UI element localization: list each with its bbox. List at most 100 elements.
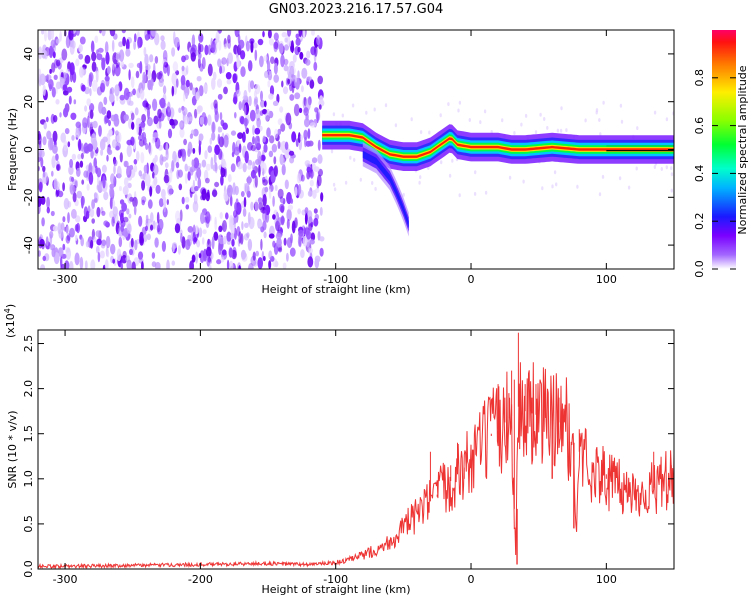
heatmap-noise-cell [598, 192, 602, 197]
heatmap-noise-cell [501, 118, 504, 123]
heatmap-noise-cell [565, 128, 568, 133]
heatmap-noise-cell [63, 140, 68, 152]
heatmap-noise-cell [55, 153, 59, 161]
heatmap-noise-cell [284, 37, 288, 43]
heatmap-noise-cell [277, 217, 283, 226]
heatmap-noise-cell [130, 237, 134, 248]
heatmap-noise-cell [46, 130, 52, 140]
heatmap-noise-cell [39, 149, 45, 158]
heatmap-noise-cell [194, 108, 198, 119]
heatmap-noise-cell [670, 166, 673, 171]
heatmap-noise-cell [249, 109, 256, 122]
heatmap-noise-cell [268, 93, 274, 100]
heatmap-noise-cell [44, 30, 47, 42]
heatmap-noise-cell [41, 217, 45, 227]
heatmap-noise-cell [243, 89, 248, 100]
heatmap-noise-cell [103, 115, 108, 125]
heatmap-noise-cell [205, 177, 210, 184]
heatmap-noise-cell [225, 212, 229, 220]
heatmap-noise-cell [277, 188, 284, 199]
heatmap-noise-cell [86, 183, 90, 191]
heatmap-noise-cell [316, 34, 321, 46]
heatmap-noise-cell [91, 51, 97, 62]
heatmap-noise-cell [313, 208, 318, 214]
heatmap-noise-cell [252, 251, 256, 261]
heatmap-noise-cell [220, 166, 226, 178]
heatmap-noise-cell [203, 248, 207, 262]
heatmap-noise-cell [104, 259, 109, 269]
heatmap-noise-cell [595, 108, 599, 113]
heatmap-noise-cell [210, 156, 214, 170]
heatmap-noise-cell [458, 100, 462, 105]
heatmap-noise-cell [232, 96, 238, 104]
heatmap-noise-cell [189, 260, 194, 269]
heatmap-noise-cell [214, 181, 220, 188]
heatmap-noise-cell [198, 33, 204, 43]
heatmap-noise-cell [154, 154, 158, 163]
heatmap-noise-cell [313, 217, 319, 227]
heatmap-noise-cell [68, 261, 74, 269]
heatmap-noise-cell [257, 257, 263, 269]
heatmap-noise-cell [636, 126, 639, 131]
heatmap-noise-cell [51, 87, 56, 98]
heatmap-noise-cell [298, 30, 302, 38]
heatmap-noise-cell [153, 115, 159, 125]
snr-ylabel: SNR (10 * v/v) [6, 410, 19, 488]
heatmap-noise-cell [246, 232, 250, 239]
heatmap-noise-cell [209, 137, 212, 145]
heatmap-noise-cell [267, 30, 272, 39]
heatmap-noise-cell [229, 216, 234, 229]
heatmap-noise-cell [155, 137, 161, 149]
heatmap-noise-cell [164, 162, 169, 169]
heatmap-noise-cell [84, 105, 88, 112]
heatmap-noise-cell [268, 38, 275, 46]
heatmap-noise-cell [177, 245, 181, 255]
snr-xlabel: Height of straight line (km) [261, 583, 410, 596]
heatmap-noise-cell [111, 139, 117, 149]
heatmap-noise-cell [541, 186, 544, 191]
heatmap-ytick-label: -20 [22, 188, 35, 206]
heatmap-noise-cell [168, 169, 173, 183]
heatmap-noise-cell [144, 34, 150, 41]
heatmap-noise-cell [272, 100, 279, 106]
heatmap-noise-cell [206, 238, 212, 251]
heatmap-noise-cell [151, 137, 156, 144]
heatmap-noise-cell [191, 34, 196, 48]
heatmap-noise-cell [226, 231, 232, 242]
heatmap-noise-cell [172, 150, 177, 163]
heatmap-noise-cell [198, 133, 204, 142]
heatmap-noise-cell [197, 177, 202, 189]
heatmap-noise-cell [147, 199, 153, 209]
heatmap-noise-cell [306, 170, 311, 180]
heatmap-noise-cell [59, 31, 62, 42]
heatmap-noise-cell [62, 84, 68, 91]
heatmap-noise-cell [38, 181, 43, 193]
heatmap-noise-cell [156, 72, 163, 80]
heatmap-noise-cell [112, 206, 119, 217]
heatmap-noise-cell [384, 103, 388, 108]
heatmap-noise-cell [309, 179, 314, 187]
heatmap-noise-cell [216, 259, 222, 265]
heatmap-noise-cell [319, 206, 323, 216]
heatmap-noise-cell [252, 124, 255, 136]
heatmap-noise-cell [274, 184, 278, 191]
colorbar-tick-label: 0.2 [693, 212, 706, 230]
heatmap-noise-cell [174, 223, 181, 234]
heatmap-noise-cell [154, 261, 161, 269]
heatmap-noise-cell [179, 127, 185, 138]
colorbar: 0.0 0.2 0.4 0.6 0.8 Normalized spectral ampl… [693, 30, 749, 278]
heatmap-noise-cell [284, 44, 289, 51]
heatmap-noise-cell [150, 224, 154, 231]
heatmap-noise-cell [41, 30, 45, 35]
heatmap-noise-cell [229, 194, 233, 207]
heatmap-noise-cell [38, 250, 41, 257]
heatmap-noise-cell [40, 195, 46, 205]
heatmap-noise-cell [154, 237, 159, 248]
heatmap-noise-cell [317, 154, 323, 164]
heatmap-noise-cell [180, 85, 186, 90]
heatmap-noise-cell [266, 127, 271, 138]
heatmap-noise-cell [105, 51, 110, 65]
heatmap-noise-cell [155, 184, 161, 194]
heatmap-noise-cell [178, 183, 183, 191]
heatmap-noise-cell [100, 241, 106, 249]
